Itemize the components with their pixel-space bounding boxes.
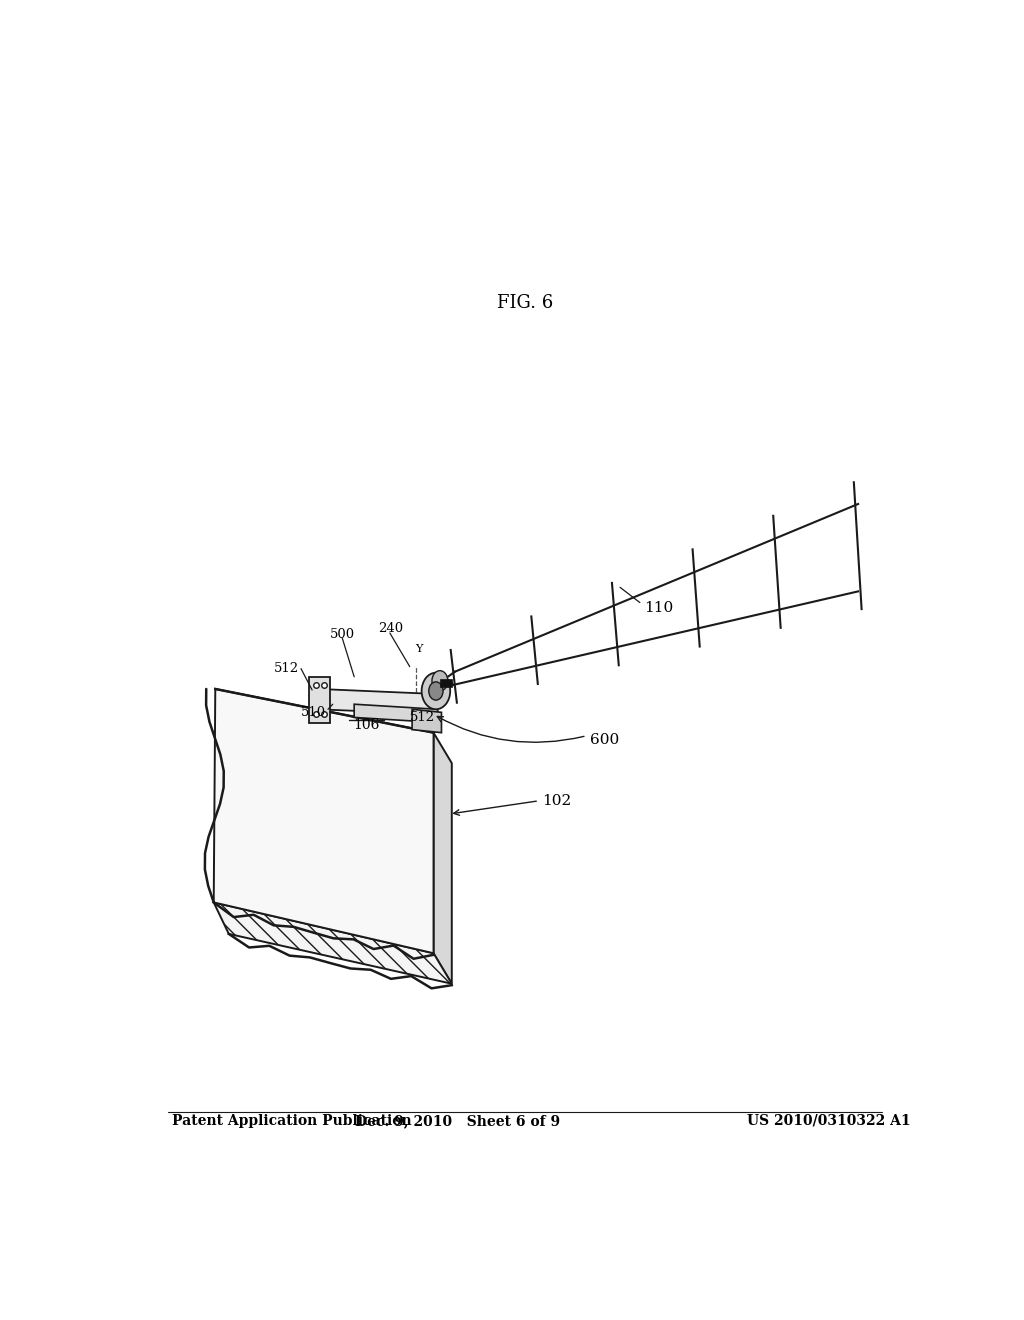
Polygon shape [354, 704, 437, 722]
Polygon shape [412, 709, 441, 733]
Text: FIG. 6: FIG. 6 [497, 294, 553, 312]
Text: 512: 512 [410, 711, 435, 723]
Text: Patent Application Publication: Patent Application Publication [172, 1114, 412, 1127]
Text: 510: 510 [301, 706, 327, 719]
Text: 500: 500 [331, 627, 355, 640]
Circle shape [422, 673, 451, 709]
Polygon shape [440, 678, 452, 686]
Text: 106: 106 [353, 718, 379, 731]
Text: 512: 512 [273, 663, 299, 675]
Text: US 2010/0310322 A1: US 2010/0310322 A1 [748, 1114, 910, 1127]
Text: 600: 600 [590, 733, 620, 747]
Text: Dec. 9, 2010   Sheet 6 of 9: Dec. 9, 2010 Sheet 6 of 9 [354, 1114, 560, 1127]
Text: 102: 102 [543, 793, 571, 808]
Circle shape [432, 671, 447, 690]
Polygon shape [214, 689, 433, 953]
Text: 110: 110 [644, 601, 673, 615]
Polygon shape [433, 733, 452, 983]
Polygon shape [214, 903, 452, 983]
Text: Y: Y [416, 644, 423, 655]
Polygon shape [318, 689, 437, 714]
Polygon shape [309, 677, 331, 722]
Text: 240: 240 [378, 623, 403, 635]
Circle shape [429, 682, 443, 700]
